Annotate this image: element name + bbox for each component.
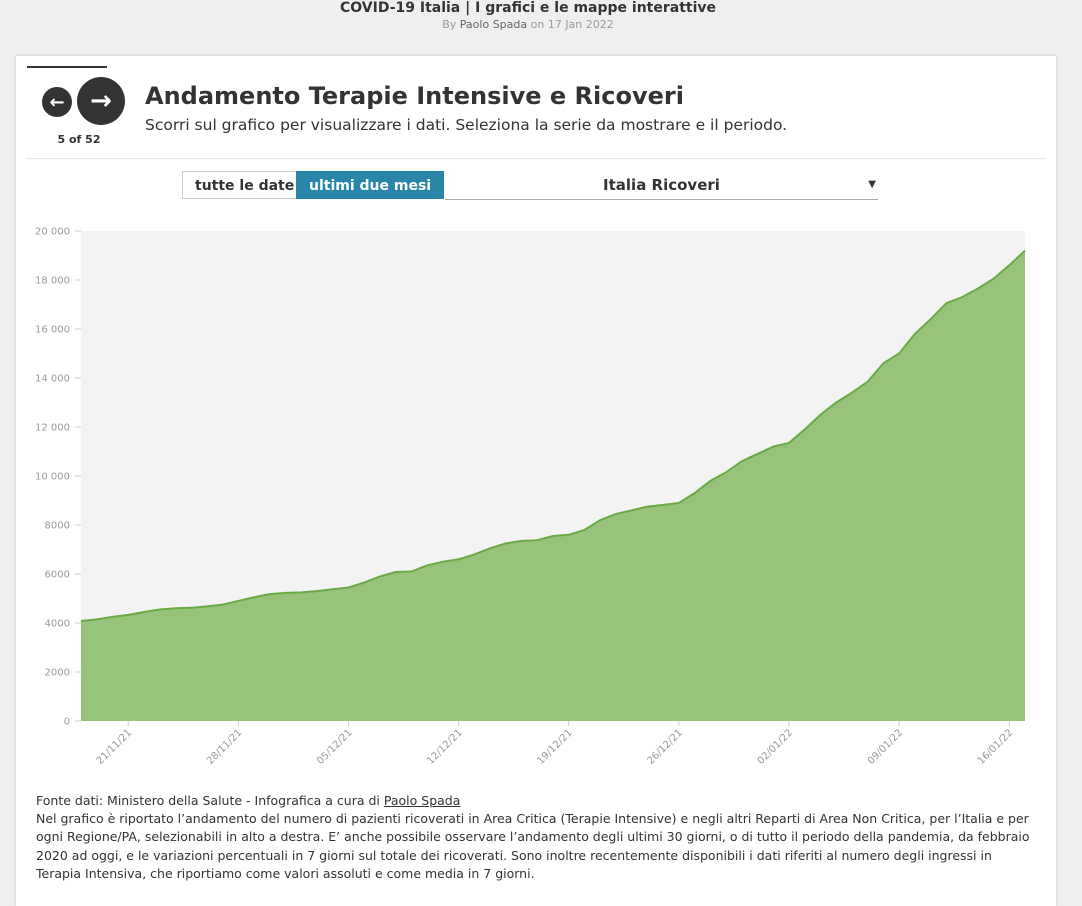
dropdown-label: Italia Ricoveri — [603, 176, 720, 194]
toggle-button[interactable]: tutte le date — [182, 171, 308, 199]
caret: ▼ — [868, 179, 876, 190]
x-tick-label: 05/12/21 — [315, 727, 355, 767]
x-tick-label: 09/01/22 — [866, 727, 906, 767]
x-tick-label: 02/01/22 — [756, 727, 796, 767]
by: By — [442, 18, 457, 31]
y-tick-label: 16 000 — [35, 325, 70, 336]
x-tick-label: 12/12/21 — [425, 727, 465, 767]
card-subtitle: Scorri sul grafico per visualizzare i da… — [145, 116, 788, 134]
y-tick-label: 0 — [64, 717, 70, 728]
x-tick-label: 16/01/22 — [976, 727, 1016, 767]
y-tick-label: 10 000 — [35, 472, 70, 483]
chart: 0 2000 4000 6000 8000 10 000 12 000 14 000 16 00… — [35, 227, 1026, 767]
y-tick-label: 4000 — [45, 619, 70, 630]
x-tick-label: 28/11/21 — [205, 727, 245, 767]
counter: 5 of 52 — [57, 133, 101, 146]
site-title: COVID-19 Italia | I grafici e le mappe i… — [339, 0, 717, 16]
x-tick-label: 19/12/21 — [535, 727, 575, 767]
y-tick-label: 2000 — [45, 668, 70, 679]
y-tick-label: 20 000 — [35, 227, 70, 238]
date: on 17 Jan 2022 — [530, 18, 614, 31]
author[interactable]: Paolo Spada — [459, 18, 528, 31]
area — [81, 250, 1025, 721]
byline: By Paolo Spada on 17 Jan 2022 — [0, 18, 1056, 31]
divider — [26, 158, 1046, 159]
source-link[interactable]: Paolo Spada — [383, 793, 461, 808]
footer: Fonte dati: Ministero della Salute - Inf… — [36, 792, 1036, 883]
card-title: Andamento Terapie Intensive e Ricoveri — [145, 82, 684, 110]
next-button[interactable]: → — [77, 77, 125, 125]
progress — [27, 66, 107, 68]
y-tick-label: 12 000 — [35, 423, 70, 434]
x-tick-label: 21/11/21 — [95, 727, 135, 767]
source: Fonte dati: Ministero della Salute - Inf… — [36, 793, 384, 808]
prev-button[interactable]: ← — [42, 87, 72, 117]
area-line — [80, 249, 1026, 623]
y-tick-label: 6000 — [45, 570, 70, 581]
toggle-button[interactable]: ultimi due mesi — [296, 171, 445, 199]
y-tick-label: 18 000 — [35, 276, 70, 287]
description: Nel grafico è riportato l’andamento del … — [36, 811, 1030, 881]
y-tick-label: 8000 — [45, 521, 70, 532]
y-tick-label: 14 000 — [35, 374, 70, 385]
series-dropdown[interactable]: Italia Ricoveri ▼ — [445, 171, 878, 200]
x-tick-label: 26/12/21 — [645, 727, 685, 767]
